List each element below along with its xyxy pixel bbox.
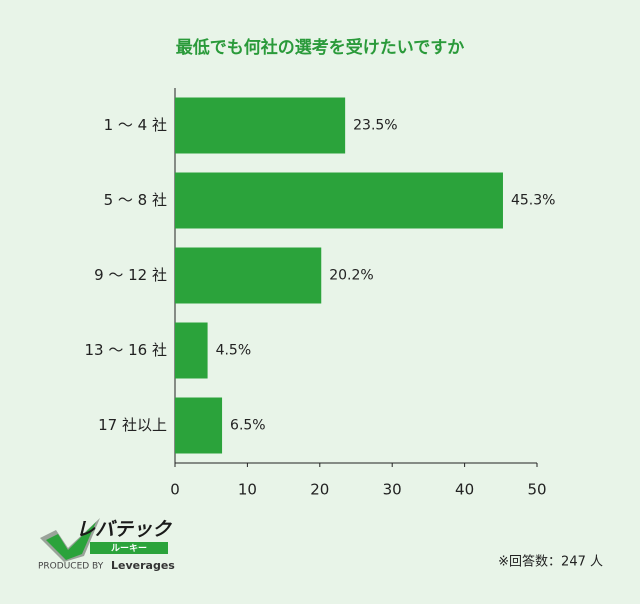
logo: レバテック ルーキー PRODUCED BY Leverages	[38, 518, 175, 572]
logo-sub: ルーキー	[111, 543, 147, 554]
chart-title: 最低でも何社の選考を受けたいですか	[176, 37, 465, 58]
logo-check	[40, 518, 100, 562]
value-label: 23.5%	[353, 118, 397, 134]
logo-name: レバテック	[76, 519, 173, 541]
logo-sub-bg	[90, 542, 168, 554]
logo-check-inner	[46, 522, 96, 560]
logo-produced: PRODUCED BY	[38, 562, 104, 572]
y-tick-label: 1 〜 4 社	[104, 116, 167, 134]
x-tick-label: 30	[383, 481, 402, 499]
bar	[175, 322, 208, 379]
bar	[175, 172, 503, 229]
x-tick-label: 40	[455, 481, 474, 499]
bar	[175, 97, 346, 154]
value-label: 20.2%	[329, 268, 373, 284]
value-label: 6.5%	[230, 418, 266, 434]
y-tick-label: 9 〜 12 社	[94, 266, 167, 284]
x-tick-label: 20	[310, 481, 329, 499]
x-tick-label: 10	[238, 481, 257, 499]
bar	[175, 397, 223, 454]
x-tick-label: 0	[170, 481, 180, 499]
value-label: 4.5%	[216, 343, 252, 359]
y-tick-label: 17 社以上	[98, 416, 167, 434]
x-tick-label: 50	[527, 481, 546, 499]
logo-brand: Leverages	[111, 559, 175, 572]
note: ※回答数：247 人	[498, 554, 603, 570]
value-label: 45.3%	[511, 193, 555, 209]
y-tick-label: 13 〜 16 社	[85, 341, 167, 359]
bar	[175, 247, 322, 304]
y-tick-label: 5 〜 8 社	[104, 191, 167, 209]
